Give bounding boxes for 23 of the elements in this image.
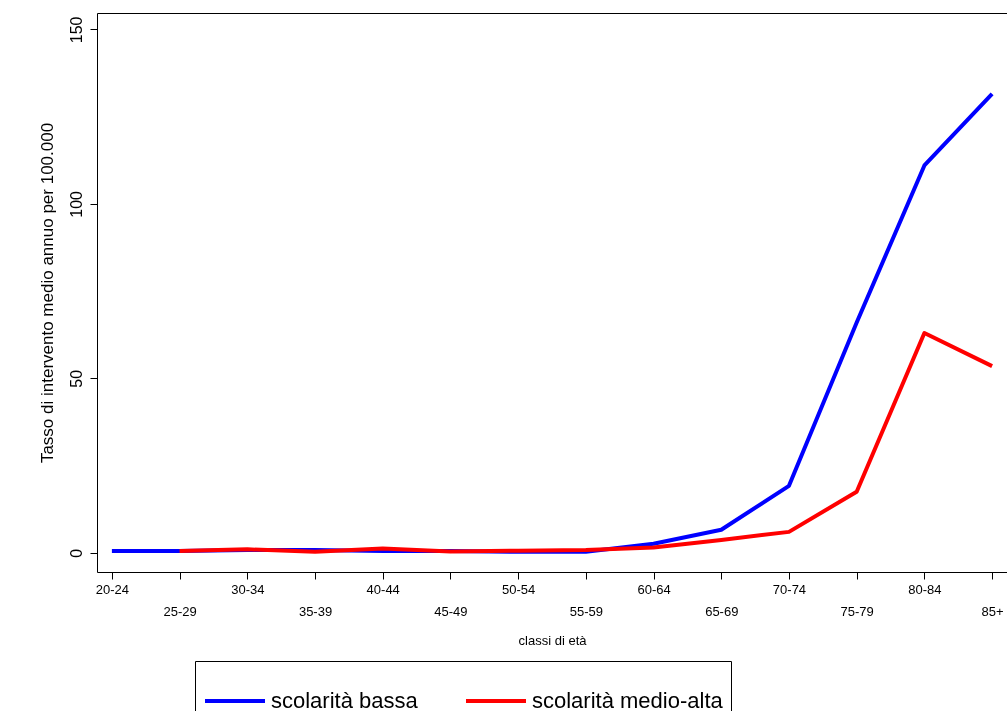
x-tick-label: 60-64 [637, 581, 671, 597]
x-tick-label: 25-29 [163, 603, 197, 619]
x-tick-label: 80-84 [908, 581, 942, 597]
x-tick-label: 45-49 [434, 603, 468, 619]
x-tick-label: 65-69 [705, 603, 739, 619]
legend-label: scolarità medio-alta [532, 688, 724, 711]
x-tick-label: 50-54 [502, 581, 536, 597]
x-tick-label: 85+ [981, 603, 1004, 619]
legend-label: scolarità bassa [271, 688, 419, 711]
x-tick-label: 75-79 [840, 603, 874, 619]
y-tick-label: 0 [67, 548, 85, 558]
y-tick-label: 50 [67, 369, 85, 388]
y-tick-label: 150 [67, 16, 85, 44]
x-tick-label: 70-74 [772, 581, 807, 597]
x-tick-label: 40-44 [366, 581, 400, 597]
x-tick-label: 20-24 [95, 581, 130, 597]
line-series [177, 330, 995, 554]
y-axis-title: Tasso di intervento medio annuo per 100.000 [37, 122, 57, 464]
x-tick-label: 35-39 [298, 603, 333, 619]
x-tick-label: 55-59 [569, 603, 603, 619]
x-tick-label: 30-34 [231, 581, 265, 597]
x-axis-title: classi di età [518, 632, 588, 648]
y-tick-label: 100 [67, 190, 85, 218]
